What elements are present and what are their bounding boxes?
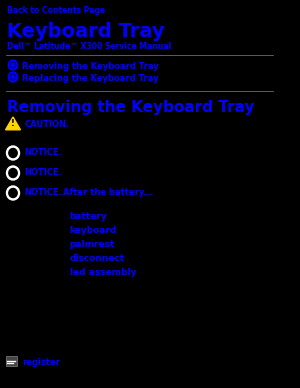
Circle shape	[10, 62, 16, 68]
Text: NOTICE.: NOTICE.	[24, 188, 62, 197]
Text: NOTICE.: NOTICE.	[24, 148, 62, 157]
Text: CAUTION.: CAUTION.	[24, 120, 69, 129]
Circle shape	[9, 189, 17, 197]
FancyBboxPatch shape	[6, 356, 17, 366]
Circle shape	[7, 166, 20, 180]
Text: Removing the Keyboard Tray: Removing the Keyboard Tray	[22, 62, 159, 71]
Circle shape	[7, 186, 20, 200]
Text: !: !	[11, 119, 15, 128]
Text: Dell™ Latitude™ X300 Service Manual: Dell™ Latitude™ X300 Service Manual	[8, 42, 172, 51]
Circle shape	[7, 146, 20, 160]
Text: keyboard: keyboard	[70, 226, 117, 235]
Text: register: register	[22, 358, 60, 367]
Text: led assembly: led assembly	[70, 268, 136, 277]
Text: Back to Contents Page: Back to Contents Page	[8, 6, 106, 15]
Circle shape	[9, 149, 17, 158]
Text: After the battery...: After the battery...	[63, 188, 154, 197]
Circle shape	[12, 64, 14, 66]
Circle shape	[8, 72, 18, 82]
Text: Keyboard Tray: Keyboard Tray	[8, 22, 165, 41]
Text: NOTICE.: NOTICE.	[24, 168, 62, 177]
Circle shape	[8, 60, 18, 70]
Circle shape	[9, 168, 17, 177]
Text: disconnect: disconnect	[70, 254, 125, 263]
Circle shape	[12, 76, 14, 78]
Circle shape	[10, 74, 16, 80]
Text: battery: battery	[70, 212, 107, 221]
Polygon shape	[6, 117, 20, 130]
Text: palmrest: palmrest	[70, 240, 115, 249]
Text: Removing the Keyboard Tray: Removing the Keyboard Tray	[8, 100, 255, 115]
Text: Replacing the Keyboard Tray: Replacing the Keyboard Tray	[22, 74, 159, 83]
